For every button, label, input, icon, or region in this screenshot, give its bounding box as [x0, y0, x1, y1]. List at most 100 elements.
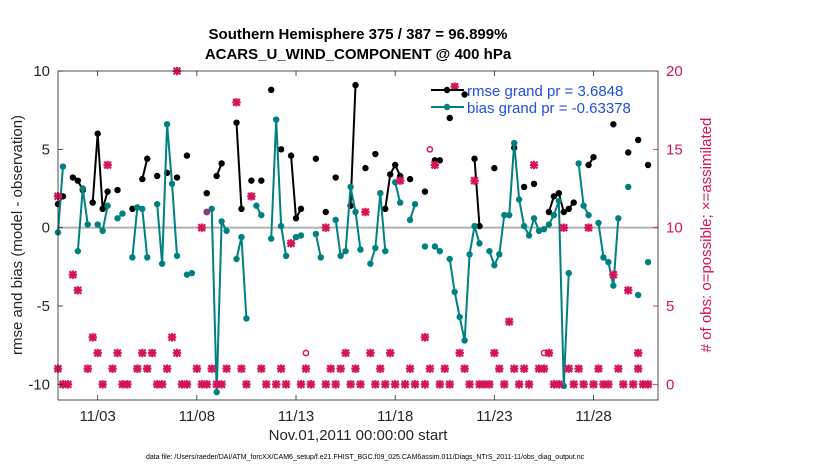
obs-assimilated-marker: [148, 348, 157, 358]
bias-point: [545, 221, 553, 228]
bias-segment: [349, 186, 357, 213]
rmse-point: [129, 205, 136, 213]
rmse-point: [139, 175, 146, 183]
obs-assimilated-marker: [509, 364, 519, 373]
rmse-point: [461, 91, 468, 98]
rmse-segment: [91, 133, 99, 203]
rmse-point: [372, 150, 379, 158]
bias-point: [168, 180, 176, 187]
bias-point: [634, 291, 642, 299]
bias-segment: [448, 258, 456, 293]
bias-point: [436, 247, 444, 255]
obs-assimilated-marker: [554, 380, 564, 389]
obs-assimilated-marker: [356, 380, 365, 389]
y-tick-label-left: 5: [42, 141, 50, 158]
bias-segment: [344, 186, 352, 252]
rmse-point: [69, 174, 77, 181]
bias-point: [238, 233, 245, 241]
bias-point: [312, 230, 320, 238]
obs-assimilated-marker: [490, 348, 499, 358]
obs-assimilated-marker: [519, 364, 529, 373]
obs-assimilated-marker: [133, 364, 142, 373]
obs-assimilated-marker: [435, 380, 445, 389]
obs-assimilated-marker: [425, 364, 435, 373]
y-axis-label-left: rmse and bias (model - observation): [9, 115, 26, 355]
obs-assimilated-marker: [395, 176, 405, 185]
rmse-point: [545, 208, 553, 216]
rmse-point: [233, 119, 240, 126]
obs-assimilated-marker: [351, 364, 360, 373]
obs-assimilated-marker: [182, 380, 192, 389]
rmse-point: [625, 149, 632, 156]
obs-assimilated-marker: [123, 380, 132, 389]
obs-assimilated-marker: [192, 364, 202, 373]
legend-rmse-label: rmse grand pr = 3.6848: [467, 83, 623, 100]
bias-segment: [394, 181, 402, 203]
rmse-point: [218, 160, 225, 167]
bias-point: [625, 183, 632, 191]
obs-assimilated-marker: [172, 348, 182, 358]
bias-segment: [141, 208, 149, 258]
bias-point: [268, 235, 275, 242]
obs-assimilated-marker: [445, 380, 454, 389]
bias-point: [644, 258, 652, 266]
rmse-segment: [235, 122, 243, 209]
obs-assimilated-marker: [366, 348, 375, 358]
obs-assimilated-marker: [514, 380, 524, 389]
bias-segment: [280, 225, 288, 257]
obs-assimilated-marker: [614, 364, 623, 373]
bias-segment: [235, 236, 243, 260]
y-tick-label-left: -10: [28, 376, 50, 393]
bias-segment: [334, 219, 342, 257]
bias-point: [550, 211, 558, 219]
rmse-segment: [96, 133, 104, 209]
obs-assimilated-marker: [495, 364, 504, 373]
bias-segment: [131, 207, 139, 258]
bias-segment: [215, 221, 223, 393]
bias-point: [94, 221, 101, 228]
rmse-point: [530, 180, 538, 187]
rmse-point: [391, 161, 399, 169]
bias-segment: [577, 163, 585, 206]
bias-segment: [210, 208, 218, 393]
rmse-segment: [141, 158, 149, 180]
bias-point: [282, 252, 290, 260]
rmse-point: [570, 199, 577, 206]
obs-assimilated-marker: [301, 364, 311, 373]
bias-segment: [557, 201, 565, 386]
bias-point: [396, 199, 404, 206]
bias-point: [134, 204, 141, 211]
y-tick-label-left: 0: [42, 220, 50, 237]
bias-point: [565, 269, 572, 277]
obs-assimilated-marker: [633, 364, 643, 373]
obs-assimilated-marker: [455, 348, 464, 358]
bias-segment: [76, 188, 84, 252]
x-tick-label: 11/13: [278, 408, 314, 425]
bias-segment: [498, 215, 506, 255]
obs-assimilated-marker: [604, 380, 613, 389]
bias-segment: [468, 225, 476, 255]
obs-assimilated-marker: [629, 380, 638, 389]
bias-point: [610, 282, 617, 289]
bias-point: [555, 197, 563, 205]
rmse-point: [213, 172, 220, 180]
bias-point: [74, 247, 82, 255]
obs-assimilated-marker: [157, 380, 167, 389]
obs-assimilated-marker: [331, 380, 340, 389]
rmse-point: [362, 164, 369, 172]
bias-segment: [518, 199, 526, 227]
legend-rmse-marker: [443, 86, 451, 94]
obs-assimilated-marker: [281, 380, 291, 389]
bias-point: [456, 313, 463, 321]
y-tick-label-right: 15: [666, 141, 683, 158]
rmse-point: [332, 174, 339, 181]
bias-point: [520, 222, 528, 230]
bias-point: [347, 183, 354, 191]
rmse-segment: [473, 158, 481, 227]
bias-segment: [463, 254, 471, 341]
bias-segment: [270, 119, 278, 239]
rmse-segment: [384, 174, 392, 210]
obs-assimilated-marker: [276, 364, 286, 373]
rmse-point: [585, 161, 592, 169]
x-tick-label: 11/18: [377, 408, 413, 425]
